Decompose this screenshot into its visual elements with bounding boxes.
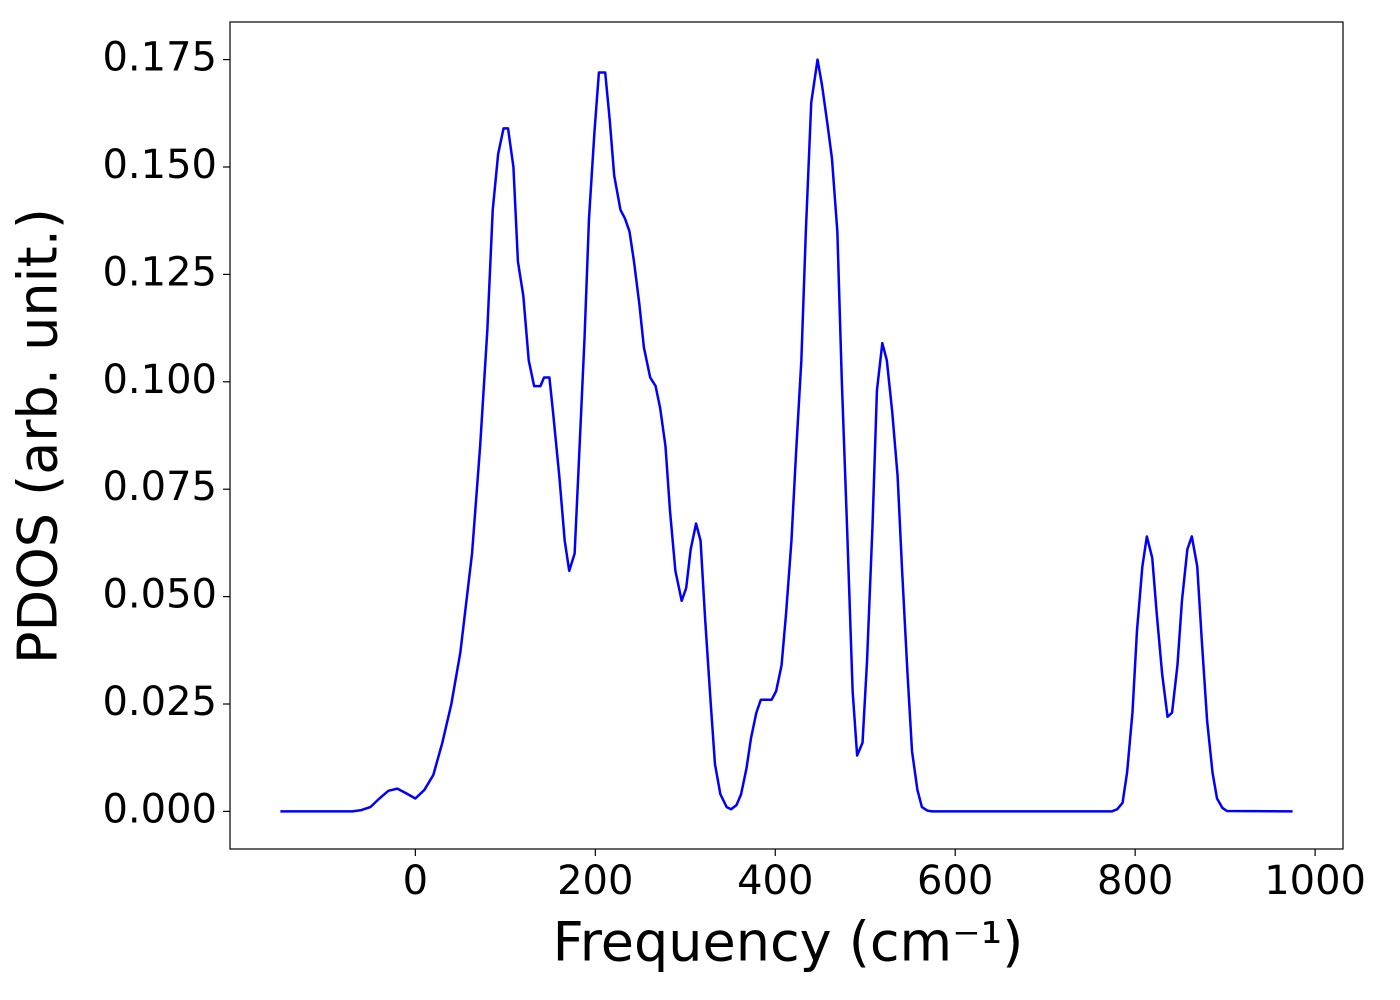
y-tick-label: 0.025 [102, 679, 217, 725]
y-tick-label: 0.050 [102, 572, 217, 618]
y-tick-label: 0.100 [102, 357, 217, 403]
y-tick-label: 0.150 [102, 142, 217, 188]
x-tick-label: 200 [557, 858, 633, 904]
y-tick-label: 0.075 [102, 464, 217, 510]
x-tick-label: 800 [1097, 858, 1173, 904]
x-tick-label: 0 [403, 858, 428, 904]
data-line [280, 58, 1293, 813]
x-tick-label: 600 [917, 858, 993, 904]
y-tick-label: 0.125 [102, 249, 217, 295]
x-tick-label: 400 [737, 858, 813, 904]
y-tick-label: 0.175 [102, 35, 217, 81]
y-tick-label: 0.000 [102, 786, 217, 832]
x-axis-label: Frequency (cm⁻¹) [553, 911, 1024, 974]
x-tick-label: 1000 [1264, 858, 1366, 904]
y-axis-label: PDOS (arb. unit.) [7, 208, 70, 664]
plot-frame [229, 21, 1344, 850]
